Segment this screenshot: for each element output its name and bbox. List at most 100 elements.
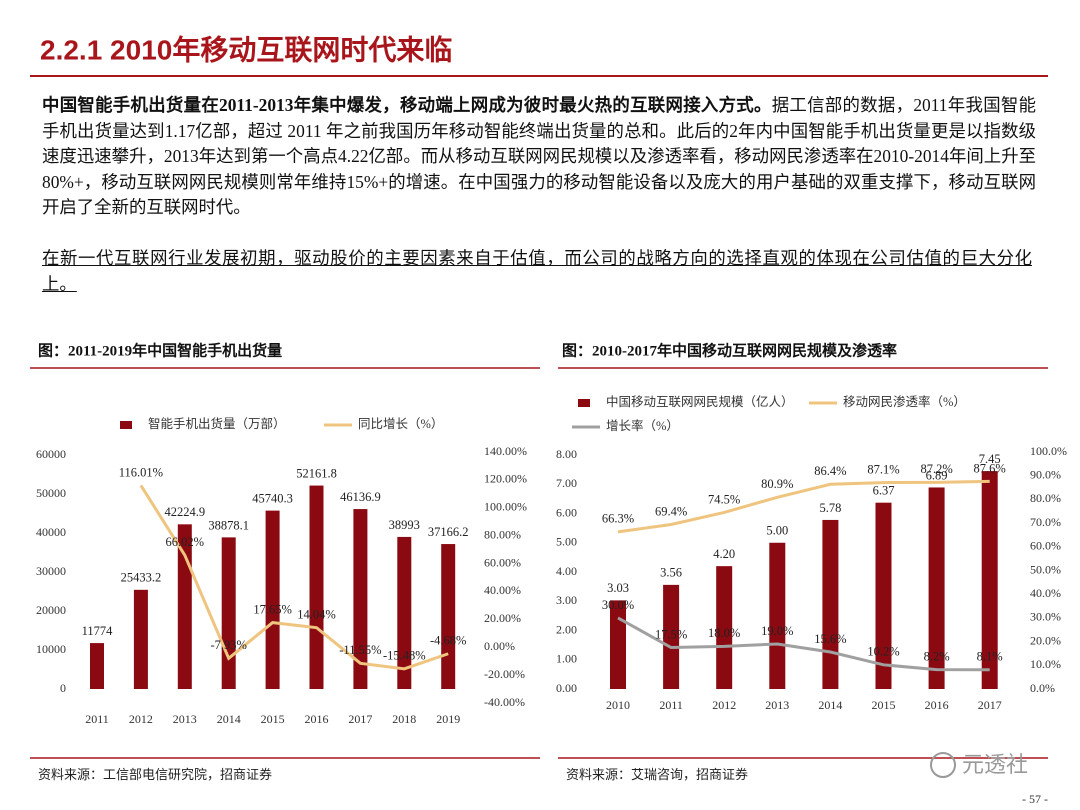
bar	[875, 502, 892, 689]
line-label: -4.68%	[430, 634, 466, 648]
bar-label: 7.45	[979, 452, 1001, 466]
bar	[133, 589, 148, 689]
y2-tick-label: 60.00%	[484, 555, 521, 569]
source: 资料来源：工信部电信研究院，招商证券	[38, 767, 272, 782]
bar	[822, 519, 839, 689]
bar	[309, 485, 324, 689]
bar-label: 6.37	[873, 484, 895, 498]
y-tick-label: 30000	[36, 564, 66, 578]
bar	[663, 584, 680, 689]
chart-title: 图：2010-2017年中国移动互联网网民规模及渗透率	[562, 341, 897, 359]
y-tick-label: 10000	[36, 642, 66, 656]
legend-label: 移动网民渗透率（%）	[843, 394, 966, 409]
page-number: - 57 -	[1022, 792, 1048, 806]
bar-label: 6.89	[926, 468, 948, 482]
line	[617, 616, 990, 672]
underlined-text: 在新一代互联网行业发展初期，驱动股价的主要因素来自于估值，而公司的战略方向的选择…	[42, 248, 1032, 294]
line-label: -7.93%	[210, 638, 246, 652]
line-label: 18.0%	[708, 626, 740, 640]
bar-label: 37166.2	[428, 525, 469, 539]
line-label: 17.65%	[253, 602, 292, 616]
y-tick-label: 2.00	[556, 622, 577, 636]
y2-tick-label: 10.0%	[1030, 657, 1061, 671]
bar-label: 45740.3	[252, 491, 293, 505]
legend-label: 智能手机出货量（万部）	[148, 416, 286, 431]
line-label: 74.5%	[708, 492, 740, 506]
legend-swatch	[120, 421, 132, 429]
bar-label: 3.56	[660, 566, 682, 580]
line	[139, 484, 449, 671]
bar-label: 46136.9	[340, 490, 381, 504]
y2-tick-label: 40.00%	[484, 583, 521, 597]
y-tick-label: 20000	[36, 603, 66, 617]
bar	[90, 643, 104, 689]
line-label: 17.5%	[655, 627, 687, 641]
line-label: 19.0%	[761, 624, 793, 638]
x-tick-label: 2019	[436, 712, 460, 726]
y2-tick-label: 100.00%	[484, 500, 527, 514]
line-label: 116.01%	[119, 465, 163, 479]
y-tick-label: 7.00	[556, 476, 577, 490]
bar-label: 38993	[389, 518, 420, 532]
y-tick-label: 6.00	[556, 505, 577, 519]
y2-tick-label: 0.00%	[484, 639, 515, 653]
x-tick-label: 2011	[659, 698, 683, 712]
x-tick-label: 2010	[606, 698, 630, 712]
line-label: 30.0%	[602, 598, 634, 612]
line-label: 66.02%	[166, 535, 205, 549]
bar-label: 3.03	[607, 581, 629, 595]
x-tick-label: 2013	[173, 712, 197, 726]
line-label: 87.1%	[867, 462, 899, 476]
y2-tick-label: 90.0%	[1030, 467, 1061, 481]
line-label: -11.55%	[339, 643, 381, 657]
y2-tick-label: 20.0%	[1030, 633, 1061, 647]
line-label: 87.6%	[974, 461, 1006, 475]
bar	[716, 566, 733, 689]
bar	[221, 537, 236, 689]
line-label: 87.2%	[920, 462, 952, 476]
y2-tick-label: 80.00%	[484, 527, 521, 541]
legend-label: 增长率（%）	[606, 418, 679, 433]
y2-tick-label: 70.0%	[1030, 515, 1061, 529]
y2-tick-label: 120.00%	[484, 472, 527, 486]
chart-title: 图：2011-2019年中国智能手机出货量	[38, 341, 282, 359]
x-tick-label: 2012	[712, 698, 736, 712]
bar	[610, 600, 626, 689]
line-label: 69.4%	[655, 504, 687, 518]
x-tick-label: 2017	[348, 712, 372, 726]
bar	[397, 536, 412, 689]
y2-tick-label: 100.0%	[1030, 444, 1067, 458]
line-label: 8.2%	[924, 649, 950, 663]
source: 资料来源：艾瑞咨询，招商证券	[566, 767, 748, 782]
page-title: 2.2.1 2010年移动互联网时代来临	[40, 33, 452, 65]
x-tick-label: 2014	[217, 712, 241, 726]
y2-tick-label: 20.00%	[484, 611, 521, 625]
line-label: 66.3%	[602, 512, 634, 526]
legend-swatch	[578, 399, 590, 407]
line-label: 8.1%	[977, 650, 1003, 664]
bar	[981, 471, 998, 689]
bar-label: 4.20	[713, 547, 735, 561]
x-tick-label: 2017	[978, 698, 1002, 712]
y-tick-label: 60000	[36, 447, 66, 461]
line-label: 14.04%	[297, 608, 336, 622]
line-label: 15.6%	[814, 632, 846, 646]
y-tick-label: 8.00	[556, 447, 577, 461]
line-label: -15.48%	[383, 649, 426, 663]
bar-label: 5.00	[766, 524, 788, 538]
bar-label: 38878.1	[208, 518, 249, 532]
x-tick-label: 2016	[305, 712, 329, 726]
x-tick-label: 2015	[261, 712, 285, 726]
bar	[928, 487, 945, 689]
line-label: 10.2%	[867, 645, 899, 659]
paragraph: 中国智能手机出货量在2011-2013年集中爆发，移动端上网成为彼时最火热的互联…	[42, 93, 1036, 221]
y2-tick-label: -40.00%	[484, 695, 525, 709]
y2-tick-label: 50.0%	[1030, 562, 1061, 576]
bold-lead: 中国智能手机出货量在2011-2013年集中爆发，移动端上网成为彼时最火热的互联…	[42, 95, 772, 115]
y2-tick-label: 140.00%	[484, 444, 527, 458]
y-tick-label: 5.00	[556, 535, 577, 549]
y-tick-label: 50000	[36, 486, 66, 500]
x-tick-label: 2011	[85, 712, 109, 726]
bar	[265, 510, 280, 689]
